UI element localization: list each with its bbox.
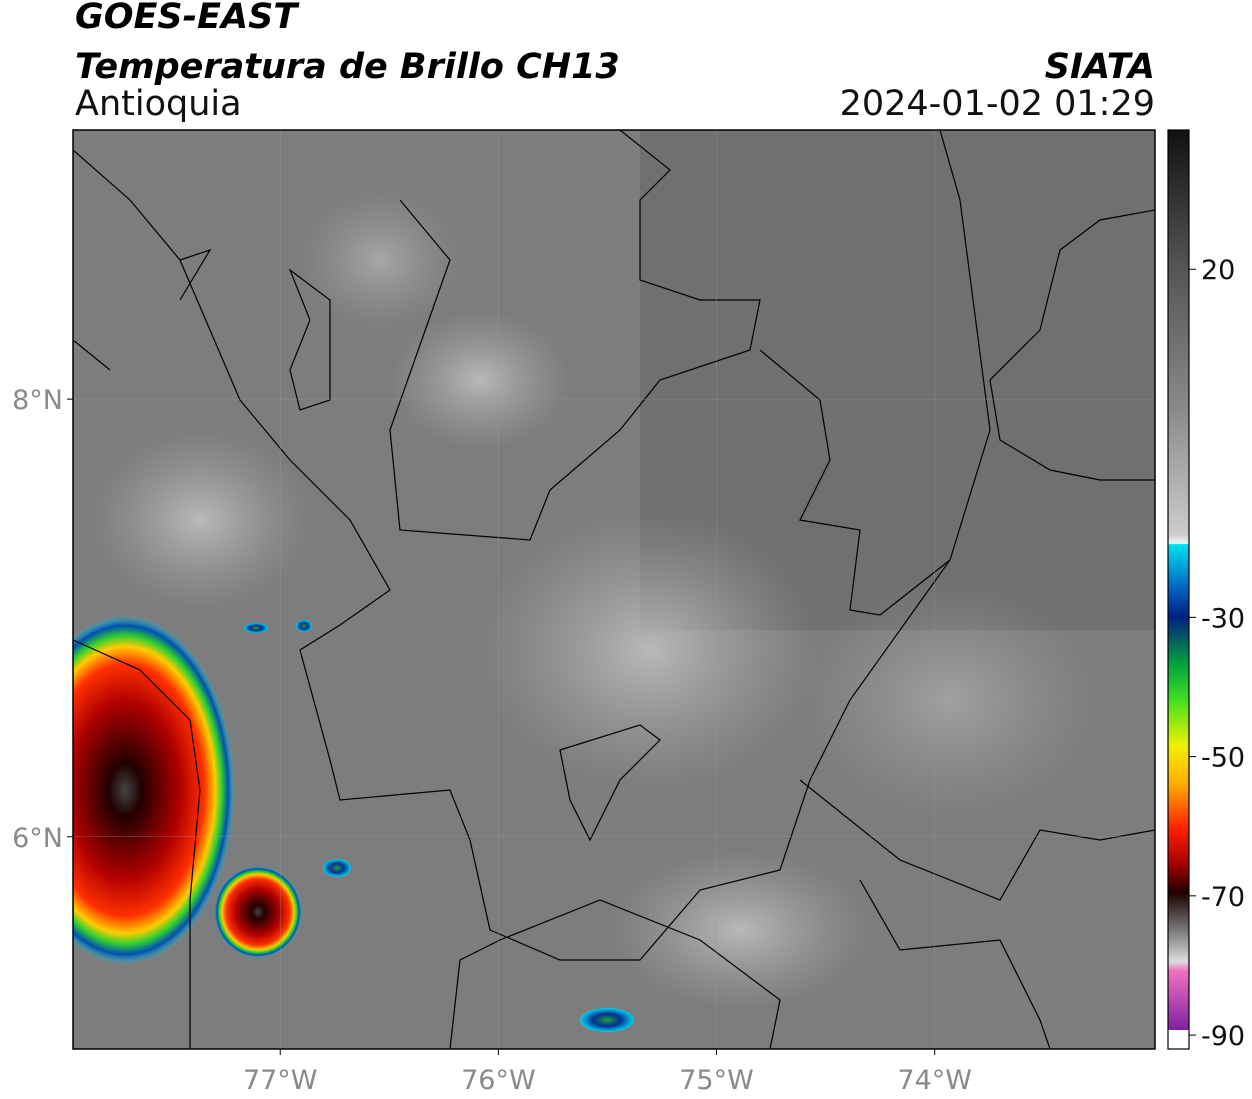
lon-tick-label: 75°W: [679, 1065, 754, 1096]
graticule: [73, 130, 1155, 1049]
colorbar-tick-label: -70: [1201, 882, 1245, 913]
colorbar-under: [1168, 1030, 1189, 1049]
lat-tick-label: 8°N: [12, 385, 63, 416]
map-image: [73, 130, 1155, 1049]
satellite: GOES-EAST: [75, 0, 300, 37]
region: Antioquia: [75, 84, 242, 124]
colorbar-tick-label: -50: [1201, 743, 1245, 774]
colorbar-tick-label: 20: [1201, 255, 1235, 286]
colorbar-tick-label: -30: [1201, 603, 1245, 634]
lon-tick-label: 74°W: [897, 1065, 972, 1096]
product: Temperatura de Brillo CH13: [75, 47, 620, 87]
agency: SIATA: [1045, 47, 1155, 87]
lon-tick-label: 76°W: [461, 1065, 536, 1096]
datetime: 2024-01-02 01:29: [840, 84, 1155, 124]
map-frame: [72, 129, 1156, 1050]
lat-tick-label: 6°N: [12, 823, 63, 854]
colorbar-frame: [1167, 129, 1190, 1050]
lon-tick-label: 77°W: [243, 1065, 318, 1096]
colorbar-tick-label: -90: [1201, 1021, 1245, 1052]
colorbar: [1168, 130, 1189, 1049]
